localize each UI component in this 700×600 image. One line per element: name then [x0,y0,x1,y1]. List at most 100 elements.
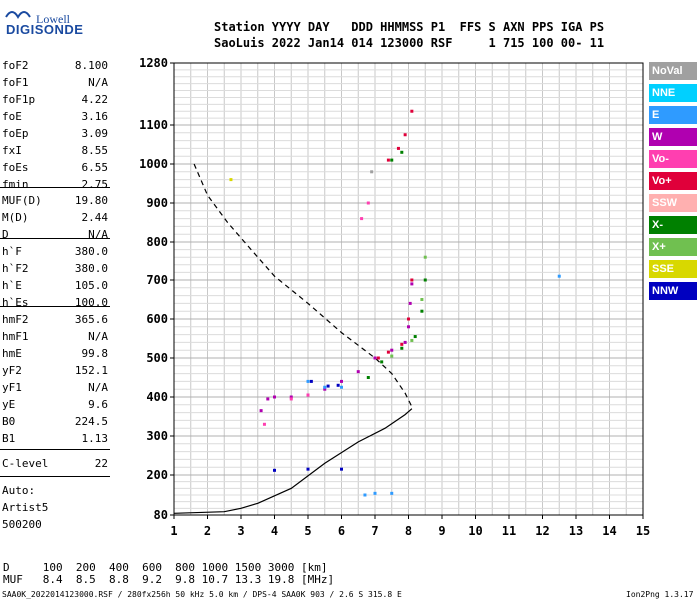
param-foep: foEp 3.09 [2,125,108,142]
echo-point [420,309,424,313]
param-separator [0,187,110,188]
echo-point [340,379,343,383]
echo-point [407,325,410,329]
param-value: 1.13 [81,432,109,445]
echo-point [336,383,340,387]
legend-noval: NoVal [649,62,697,80]
param-key: fxI [2,144,22,157]
param-md: M(D) 2.44 [2,209,108,226]
param-value: 380.0 [74,262,108,275]
param-value: 2.44 [81,211,109,224]
series-voplus [376,109,414,360]
legend-xminus: X- [649,216,697,234]
echo-point [557,274,561,278]
param-separator [0,306,110,307]
param-key: foF2 [2,59,29,72]
echo-point [273,468,276,472]
logo-lowell: Lowell [36,12,70,26]
chart-grid [173,62,644,516]
echo-point [370,170,374,174]
y-tick-label: 800 [146,235,168,249]
version-label: Ion2Png 1.3.17 [626,590,694,599]
profile-curves [173,163,413,514]
param-key: h`E [2,279,22,292]
echo-point [259,409,263,413]
legend-voplus: Vo+ [649,172,697,190]
echo-point [390,158,394,162]
x-tick-label: 13 [569,524,583,538]
echo-point [423,278,427,282]
param-hmf2: hmF2 365.6 [2,311,108,328]
digisonde-logo-mark [5,11,31,19]
param-value: 3.09 [81,127,109,140]
param-clevel: C-level 22 [2,455,108,472]
echo-point [396,146,400,150]
param-key: h`F [2,245,22,258]
param-key: yF1 [2,381,22,394]
param-separator [0,449,110,450]
y-tick-label: 600 [146,312,168,326]
param-value: 100.0 [74,296,108,309]
param-value: 8.100 [74,59,108,72]
echo-point [229,178,233,182]
legend-e: E [649,106,697,124]
echo-point [289,395,293,399]
param-key: M(D) [2,211,29,224]
logo-digisonde: DIGISONDE [6,22,84,37]
muf-row: MUF 8.4 8.5 8.8 9.2 9.8 10.7 13.3 19.8 [… [3,573,335,586]
echo-point [323,387,327,391]
param-value: 8.55 [81,144,109,157]
x-tick-label: 9 [438,524,445,538]
echo-point [309,379,313,383]
echo-point [262,422,266,426]
param-fof1p: foF1p 4.22 [2,91,108,108]
echo-point [380,360,384,364]
echo-point [360,217,364,221]
echo-point [356,370,360,374]
bottomside-profile [173,408,413,514]
param-key: foF1p [2,93,36,106]
x-tick-label: 12 [535,524,549,538]
plot-frame [173,62,644,516]
param-foes: foEs 6.55 [2,159,108,176]
param-ye: yE 9.6 [2,396,108,413]
echo-point [306,467,310,471]
autoscale-line2: Artist5 [2,501,49,514]
echo-point [420,298,424,301]
param-yf2: yF2 152.1 [2,362,108,379]
autoscale-line3: 500200 [2,518,42,531]
echo-point [366,376,370,379]
echo-point [400,150,404,154]
param-key: C-level [2,457,49,470]
y-tick-label: 1100 [139,118,168,132]
series-noval [370,170,374,174]
echo-point [400,342,404,346]
legend-w: W [649,128,697,146]
echo-point [289,397,293,401]
echo-point [408,301,412,305]
x-tick-label: 10 [468,524,482,538]
echo-points [229,109,561,497]
x-tick-label: 2 [204,524,211,538]
param-value: N/A [88,330,108,343]
echo-point [423,255,427,259]
y-tick-label: 1000 [139,157,168,171]
distance-row: D 100 200 400 600 800 1000 1500 3000 [km… [3,561,328,574]
series-e [306,274,561,497]
y-tick-label: 80 [154,508,168,522]
param-hme: hmE 99.8 [2,345,108,362]
y-tick-label: 1280 [139,56,168,70]
param-key: hmE [2,347,22,360]
echo-point [306,393,310,397]
echo-point [326,384,330,388]
series-xplus [390,255,427,358]
param-key: B1 [2,432,16,445]
param-fof1: foF1 N/A [2,74,108,91]
echo-point [373,491,377,495]
series-xminus [366,150,427,379]
param-fof2: foF2 8.100 [2,57,108,74]
autoscale-line1: Auto: [2,484,36,497]
legend-nne: NNE [649,84,697,102]
x-tick-label: 6 [338,524,345,538]
param-key: foEs [2,161,29,174]
